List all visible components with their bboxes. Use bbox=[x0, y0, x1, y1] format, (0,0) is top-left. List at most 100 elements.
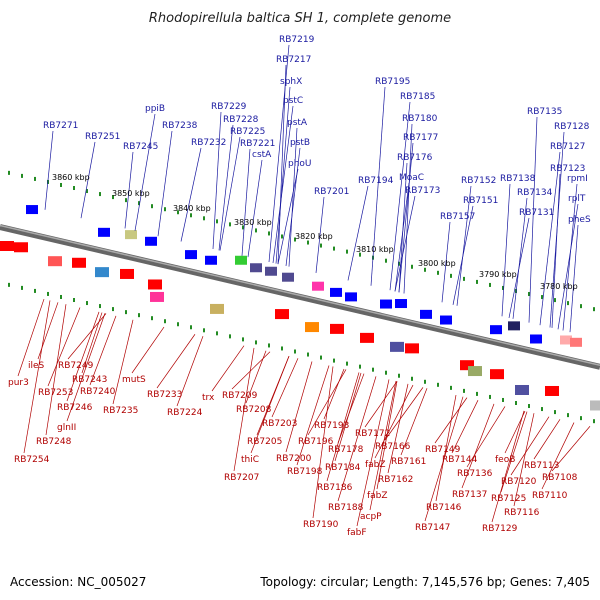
gene-forward bbox=[235, 255, 247, 265]
gene-reverse bbox=[390, 341, 404, 352]
top-gene-label: RB7232 bbox=[191, 138, 226, 148]
bottom-gene-label: RB7224 bbox=[167, 408, 203, 418]
top-gene-label: RB7185 bbox=[400, 92, 435, 102]
top-gene-label: RB7251 bbox=[85, 132, 120, 142]
scale-label: 3780 kbp bbox=[540, 282, 578, 291]
genome-backbone bbox=[0, 224, 600, 370]
bottom-leader-line bbox=[387, 383, 409, 474]
tick-lower bbox=[242, 337, 244, 342]
bottom-gene-label: RB7203 bbox=[262, 419, 297, 429]
gene-reverse bbox=[360, 332, 374, 343]
top-leader-line bbox=[44, 130, 54, 210]
tick-upper bbox=[424, 267, 426, 272]
top-gene-label: RB7151 bbox=[463, 196, 498, 206]
bottom-gene-label: ileS bbox=[28, 361, 45, 371]
bottom-gene-label: RB7253 bbox=[38, 388, 73, 398]
scale-label: 3830 kbp bbox=[234, 218, 272, 227]
tick-upper bbox=[320, 243, 322, 248]
tick-upper bbox=[73, 186, 75, 191]
gene-forward bbox=[560, 335, 572, 345]
tick-upper bbox=[593, 307, 595, 312]
bottom-gene-label: RB7136 bbox=[457, 469, 493, 479]
bottom-leader-line bbox=[551, 426, 591, 472]
tick-upper bbox=[528, 292, 530, 297]
scale-labels: 3860 kbp 3850 kbp 3840 kbp 3830 kbp 3820 kbp… bbox=[52, 173, 578, 291]
top-gene-label: pstC bbox=[283, 96, 303, 106]
bottom-gene-label: acpP bbox=[360, 512, 382, 522]
tick-upper bbox=[8, 170, 10, 175]
label-leader-lines bbox=[17, 44, 591, 527]
top-leader-line bbox=[441, 221, 451, 303]
tick-lower bbox=[229, 334, 231, 339]
top-leader-line bbox=[241, 148, 251, 256]
bottom-gene-label: RB7254 bbox=[14, 455, 50, 465]
top-leader-line bbox=[277, 64, 287, 265]
bottom-gene-label: RB7137 bbox=[452, 490, 487, 500]
bottom-leader-line bbox=[250, 356, 290, 454]
bottom-gene-label: RB7186 bbox=[317, 483, 353, 493]
tick-upper bbox=[567, 301, 569, 306]
gene-reverse bbox=[490, 369, 504, 380]
bottom-leader-line bbox=[156, 334, 196, 389]
tick-lower bbox=[567, 413, 569, 418]
gene-forward bbox=[330, 287, 342, 297]
tick-lower bbox=[47, 291, 49, 296]
bottom-leader-line bbox=[326, 372, 360, 482]
top-gene-label: RB7152 bbox=[461, 176, 496, 186]
top-gene-label: RB7127 bbox=[550, 142, 585, 152]
tick-lower bbox=[34, 288, 36, 293]
top-leader-line bbox=[285, 147, 301, 267]
bottom-gene-label: RB7166 bbox=[375, 442, 411, 452]
tick-upper bbox=[34, 176, 36, 181]
top-gene-label: phoU bbox=[288, 159, 312, 169]
gene-reverse bbox=[210, 303, 224, 314]
bottom-gene-label: mutS bbox=[122, 375, 146, 385]
tick-upper bbox=[359, 252, 361, 257]
bottom-leader-line bbox=[384, 387, 424, 441]
top-leader-line bbox=[501, 183, 511, 317]
tick-lower bbox=[112, 307, 114, 312]
bottom-gene-label: RB7198 bbox=[287, 467, 323, 477]
tick-lower bbox=[125, 310, 127, 315]
bottom-leader-line bbox=[374, 384, 414, 459]
tick-upper bbox=[21, 173, 23, 178]
tick-upper bbox=[489, 282, 491, 287]
top-gene-label: RB7123 bbox=[550, 164, 585, 174]
tick-lower bbox=[489, 394, 491, 399]
top-leader-line bbox=[180, 147, 202, 242]
gene-reverse bbox=[14, 242, 28, 253]
top-leader-line bbox=[389, 101, 411, 291]
tick-lower bbox=[203, 328, 205, 333]
tick-upper bbox=[450, 273, 452, 278]
top-leader-line bbox=[557, 203, 579, 330]
gene-forward bbox=[380, 299, 392, 309]
top-leader-line bbox=[539, 151, 561, 326]
map-title: Rhodopirellula baltica SH 1, complete ge… bbox=[149, 11, 451, 26]
top-gene-label: RB7201 bbox=[314, 187, 349, 197]
tick-lower bbox=[437, 382, 439, 387]
gene-forward bbox=[145, 236, 157, 246]
bottom-leader-line bbox=[356, 379, 390, 527]
top-leader-line bbox=[394, 182, 410, 292]
top-leader-line bbox=[398, 142, 414, 293]
gene-reverse bbox=[545, 385, 559, 396]
top-leader-line bbox=[315, 196, 325, 273]
tick-lower bbox=[21, 285, 23, 290]
top-gene-label: RB7221 bbox=[240, 139, 275, 149]
tick-lower bbox=[60, 294, 62, 299]
top-gene-label: RB7194 bbox=[358, 176, 394, 186]
bottom-gene-label: RB7249 bbox=[58, 361, 94, 371]
bottom-leader-line bbox=[337, 376, 377, 502]
tick-upper bbox=[190, 213, 192, 218]
scale-label: 3800 kbp bbox=[418, 259, 456, 268]
scale-label: 3850 kbp bbox=[112, 189, 150, 198]
tick-lower bbox=[463, 388, 465, 393]
top-gene-label: RB7271 bbox=[43, 121, 78, 131]
bottom-gene-label: RB7108 bbox=[542, 473, 578, 483]
bottom-leader-line bbox=[245, 350, 267, 404]
bottom-gene-label: RB7172 bbox=[355, 429, 390, 439]
tick-upper bbox=[398, 261, 400, 266]
tick-lower bbox=[541, 407, 543, 412]
gene-forward bbox=[26, 205, 38, 215]
bottom-gene-label: fabZ bbox=[365, 460, 386, 470]
